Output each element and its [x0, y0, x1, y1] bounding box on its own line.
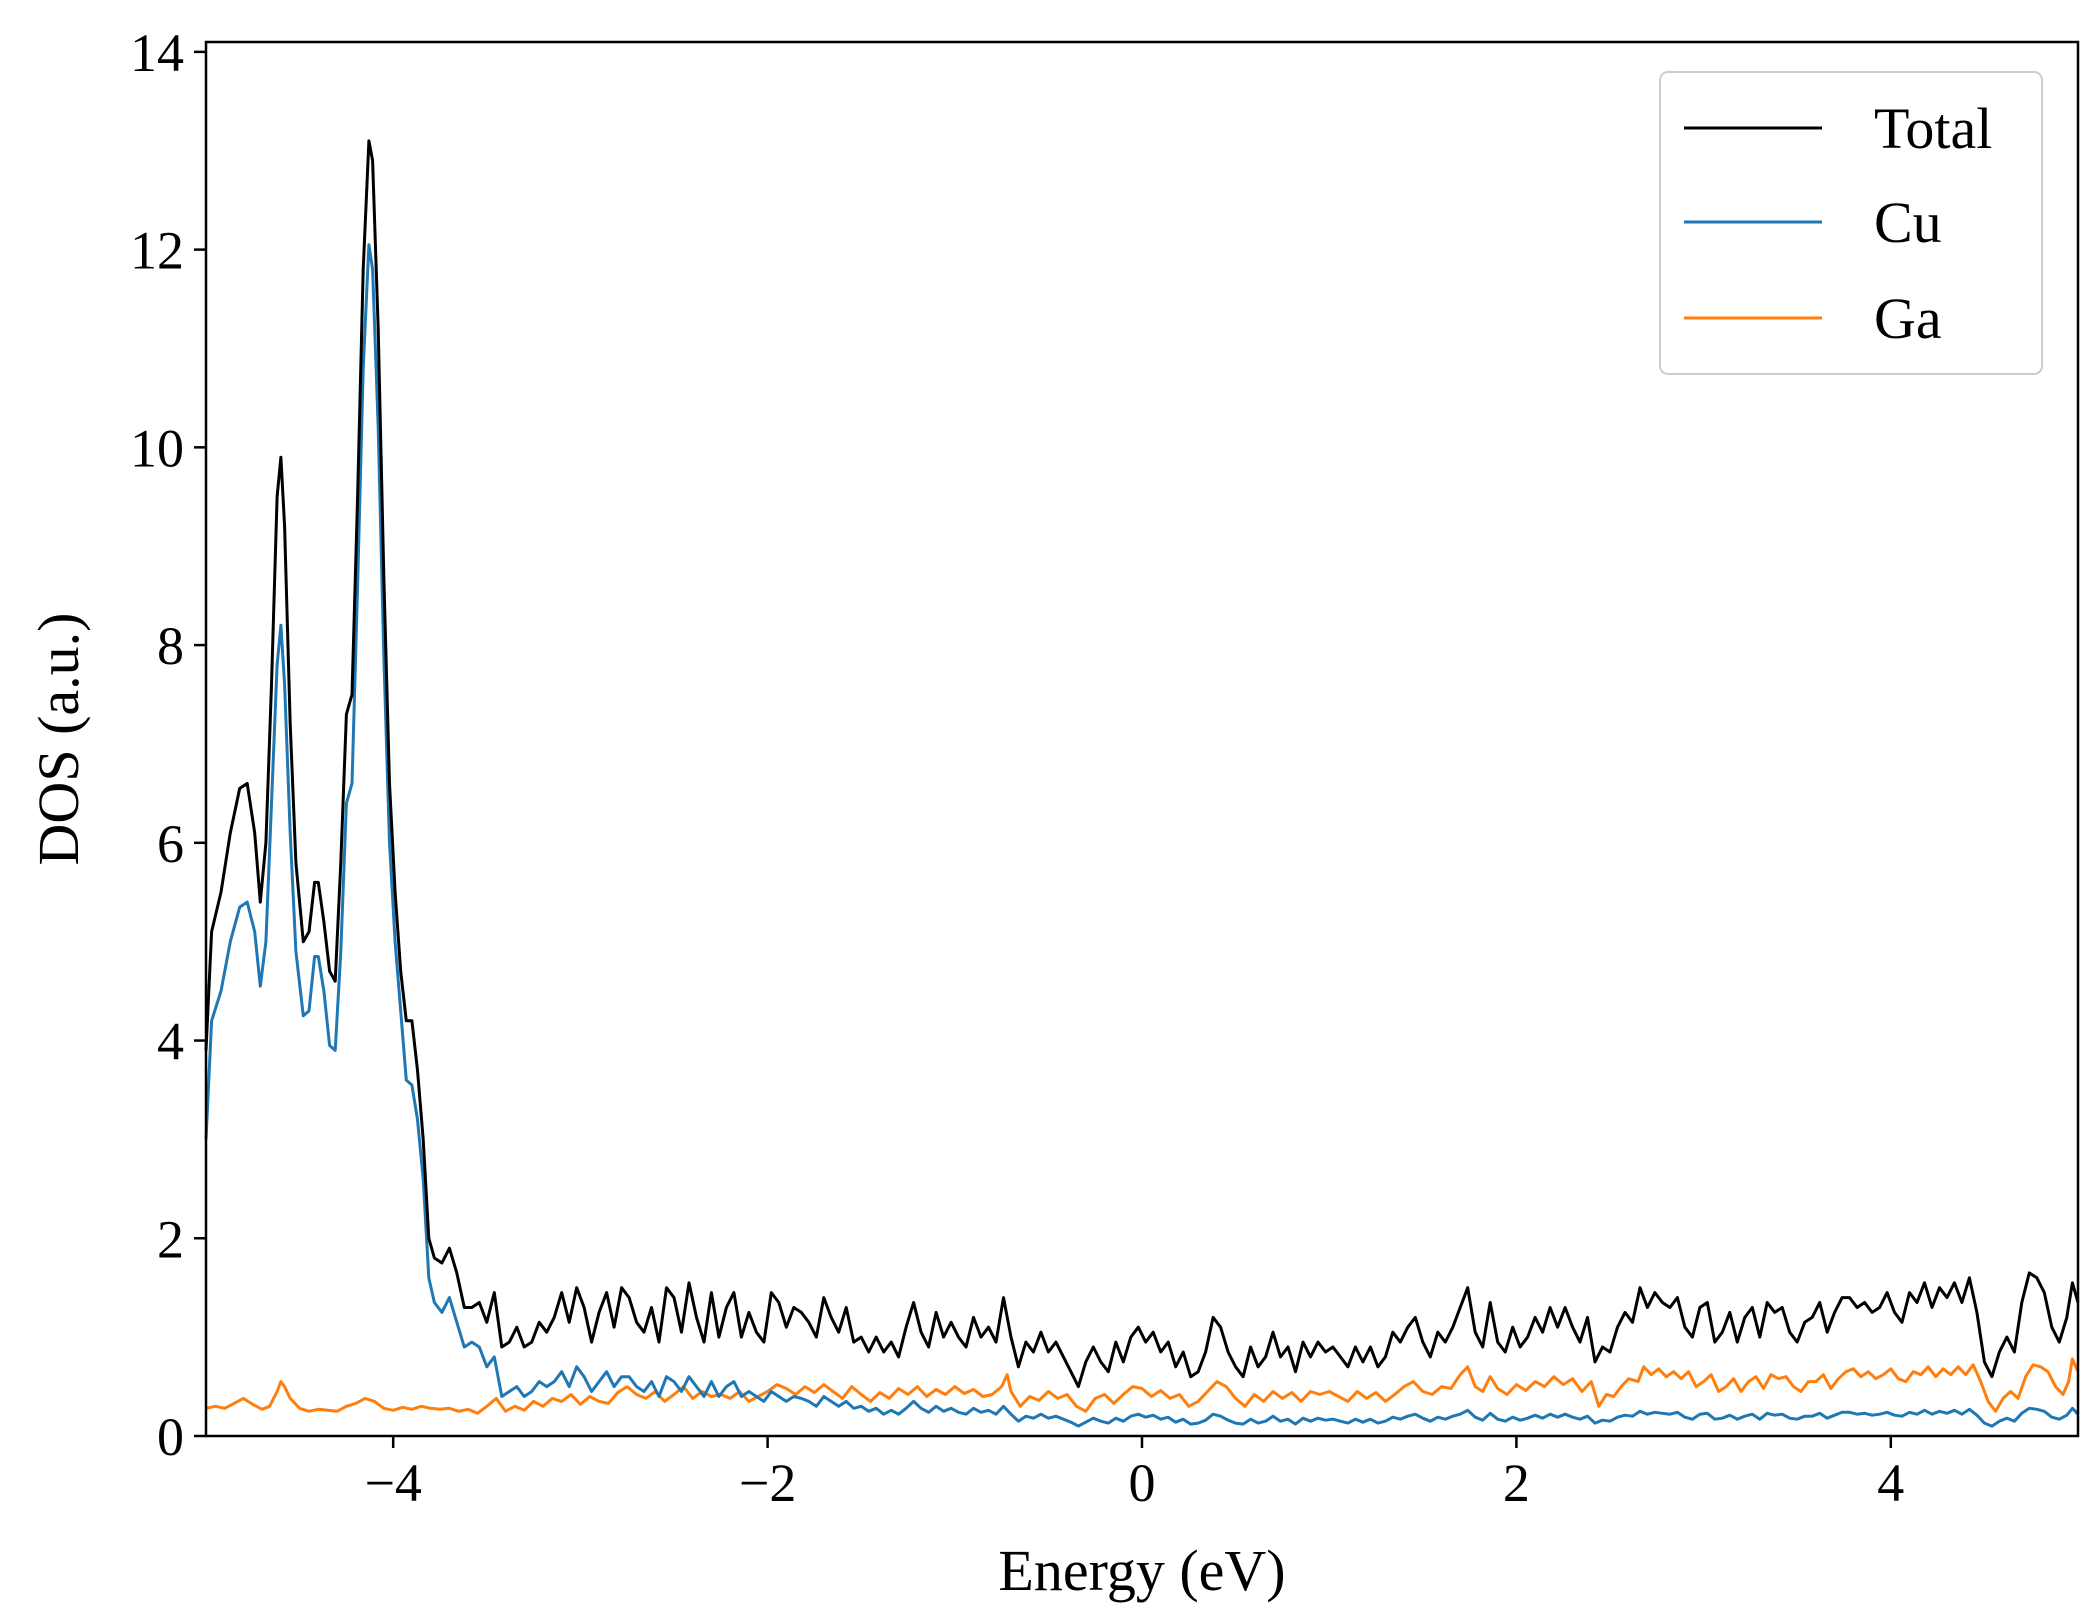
y-tick-label: 10 [130, 418, 184, 478]
y-tick-label: 8 [157, 616, 184, 676]
y-tick-label: 12 [130, 221, 184, 281]
y-tick-label: 0 [157, 1407, 184, 1467]
y-tick-label: 4 [157, 1012, 184, 1072]
legend-box [1659, 71, 2043, 375]
y-tick-label: 14 [130, 23, 184, 83]
x-tick-label: 2 [1503, 1453, 1530, 1513]
legend-label-cu: Cu [1874, 190, 1942, 255]
legend-label-ga: Ga [1874, 286, 1942, 351]
x-axis-label: Energy (eV) [998, 1538, 1285, 1603]
series-line-total [204, 139, 2080, 1389]
series-line-ga [205, 1357, 2080, 1415]
series-layer [204, 139, 2080, 1428]
series-line-cu [204, 243, 2080, 1428]
x-tick-label: −4 [364, 1453, 421, 1513]
y-tick-label: 6 [157, 814, 184, 874]
legend: Total Cu Ga [1659, 71, 2043, 375]
legend-label-total: Total [1874, 96, 1992, 161]
x-tick-label: 4 [1877, 1453, 1904, 1513]
ticks-layer: −4 −2 0 2 4 0 2 4 6 8 10 12 14 [130, 23, 1904, 1513]
x-tick-label: −2 [739, 1453, 796, 1513]
y-axis-label: DOS (a.u.) [26, 613, 91, 866]
y-tick-label: 2 [157, 1209, 184, 1269]
x-tick-label: 0 [1129, 1453, 1156, 1513]
